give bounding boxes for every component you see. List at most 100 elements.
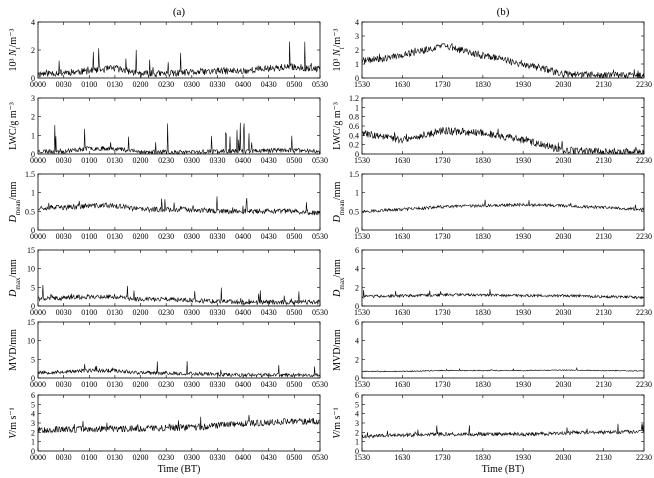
x-tick-label: 0200 [133, 380, 149, 389]
x-tick-label: 1730 [435, 453, 451, 462]
y-tick-label: 1 [31, 189, 35, 198]
x-tick-label: 1930 [515, 156, 531, 165]
x-tick-label: 0030 [56, 453, 72, 462]
x-tick-label: 0000 [30, 232, 46, 241]
x-tick-label: 0130 [107, 453, 123, 462]
y-tick-label: 0 [31, 302, 35, 311]
x-tick-label: 1530 [354, 453, 370, 462]
y-tick-label: 0.6 [349, 122, 359, 131]
x-tick-label: 2030 [555, 80, 571, 89]
x-tick-label: 0300 [184, 453, 200, 462]
y-tick-label: 3 [31, 94, 35, 103]
y-tick-label: 3 [31, 419, 35, 428]
subplot-1-1: 00.20.40.60.811.2 1530 1630 1730 1830 1930 203… [349, 94, 652, 165]
x-tick-label: 1530 [354, 380, 370, 389]
series-line [361, 43, 645, 79]
subplot-0-1: 0 1 2 3 0000 0030 0100 0130 0200 0230 0300 0330 0400… [30, 94, 328, 165]
y-tick-label: 0 [31, 374, 35, 383]
y-tick-label: 1 [31, 131, 35, 140]
x-tick-label: 0030 [56, 156, 72, 165]
x-tick-label: 0500 [286, 453, 302, 462]
series-line [361, 289, 645, 300]
x-tick-label: 1530 [354, 80, 370, 89]
x-tick-label: 0430 [261, 156, 277, 165]
x-tick-label: 0300 [184, 232, 200, 241]
x-tick-label: 0100 [81, 232, 97, 241]
x-tick-label: 0400 [235, 80, 251, 89]
x-tick-label: 1630 [394, 232, 410, 241]
y-axis-label: 10³ Nt/m⁻³ [332, 29, 346, 72]
x-tick-label: 1730 [435, 308, 451, 317]
y-tick-label: 2 [31, 428, 35, 437]
y-tick-label: 5 [31, 400, 35, 409]
y-tick-label: 15 [27, 246, 35, 255]
x-tick-label: 0530 [312, 156, 328, 165]
x-tick-label: 2230 [636, 453, 652, 462]
series-line [361, 367, 645, 373]
x-tick-label: 0500 [286, 380, 302, 389]
y-tick-label: 1 [355, 103, 359, 112]
y-tick-label: 4 [355, 410, 359, 419]
x-tick-label: 2030 [555, 232, 571, 241]
x-tick-label: 1930 [515, 380, 531, 389]
x-tick-label: 1730 [435, 232, 451, 241]
x-tick-label: 2230 [636, 156, 652, 165]
x-tick-label: 0430 [261, 380, 277, 389]
y-tick-label: 1 [355, 60, 359, 69]
x-tick-label: 2230 [636, 308, 652, 317]
y-tick-label: 2 [355, 428, 359, 437]
x-axis-title-0: Time (BT) [158, 464, 201, 475]
y-axis-label: Dmax/mm [8, 259, 22, 298]
x-tick-label: 0530 [312, 380, 328, 389]
x-tick-label: 2030 [555, 453, 571, 462]
x-tick-label: 0530 [312, 232, 328, 241]
x-tick-label: 0200 [133, 80, 149, 89]
y-tick-label: 1 [31, 438, 35, 447]
y-tick-label: 6 [355, 318, 359, 327]
x-tick-label: 0200 [133, 156, 149, 165]
x-tick-label: 0030 [56, 232, 72, 241]
plot-frame [37, 21, 321, 79]
y-tick-label: 1 [355, 189, 359, 198]
x-tick-label: 0330 [209, 380, 225, 389]
x-tick-label: 0100 [81, 453, 97, 462]
x-tick-label: 0130 [107, 232, 123, 241]
x-tick-label: 1630 [394, 80, 410, 89]
x-tick-label: 0000 [30, 380, 46, 389]
plot-frame [37, 394, 321, 452]
x-tick-label: 2130 [596, 308, 612, 317]
x-tick-label: 0030 [56, 80, 72, 89]
x-tick-label: 1630 [394, 380, 410, 389]
x-tick-label: 0230 [158, 380, 174, 389]
x-tick-label: 1630 [394, 308, 410, 317]
x-tick-label: 0200 [133, 232, 149, 241]
y-axis-label: Dmean/mm [8, 181, 22, 223]
x-tick-label: 0230 [158, 308, 174, 317]
y-axis-label: Dmax/mm [332, 259, 346, 298]
y-tick-label: 0 [355, 226, 359, 235]
x-tick-label: 2030 [555, 308, 571, 317]
x-tick-label: 0000 [30, 308, 46, 317]
y-tick-label: 6 [31, 391, 35, 400]
plot-frame [361, 321, 645, 379]
plot-frame [361, 173, 645, 231]
x-tick-label: 0100 [81, 380, 97, 389]
y-tick-label: 2 [355, 283, 359, 292]
x-tick-label: 0100 [81, 156, 97, 165]
x-tick-label: 0400 [235, 156, 251, 165]
x-tick-label: 2230 [636, 380, 652, 389]
y-tick-label: 1.5 [349, 170, 359, 179]
x-axis-title-1: Time (BT) [482, 464, 525, 475]
x-tick-label: 0230 [158, 156, 174, 165]
subplot-0-2: 0 0.5 1 1.5 0000 0030 0100 0130 0200 0230 0300 0330… [25, 170, 328, 241]
x-tick-label: 0330 [209, 232, 225, 241]
y-tick-label: 2 [31, 113, 35, 122]
x-tick-label: 1830 [475, 308, 491, 317]
x-tick-label: 0030 [56, 308, 72, 317]
x-tick-label: 0530 [312, 308, 328, 317]
x-tick-label: 2130 [596, 80, 612, 89]
x-tick-label: 0200 [133, 308, 149, 317]
x-tick-label: 0000 [30, 80, 46, 89]
y-tick-label: 10 [27, 265, 35, 274]
x-tick-label: 0430 [261, 232, 277, 241]
